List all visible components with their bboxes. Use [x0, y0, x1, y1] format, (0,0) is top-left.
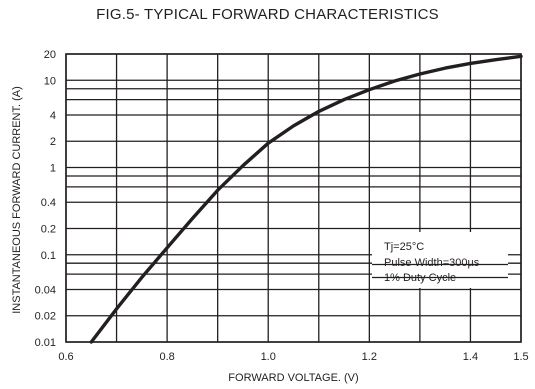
x-tick-label: 0.8 [159, 351, 174, 363]
annotation-line: 1% Duty Cycle [384, 272, 456, 284]
x-tick-label: 0.6 [58, 351, 73, 363]
y-tick-label: 0.2 [41, 223, 56, 235]
y-tick-label: 0.02 [35, 311, 56, 323]
y-tick-label: 10 [44, 75, 56, 87]
x-tick-label: 1.0 [261, 351, 276, 363]
x-tick-label: 1.2 [362, 351, 377, 363]
y-tick-label: 1 [50, 163, 56, 175]
y-tick-label: 0.04 [35, 284, 56, 296]
chart-title: FIG.5- TYPICAL FORWARD CHARACTERISTICS [96, 6, 439, 23]
y-tick-label: 20 [44, 49, 56, 61]
y-tick-label: 0.01 [35, 337, 56, 349]
y-tick-label: 0.4 [41, 197, 56, 209]
annotation-line: Tj=25°C [384, 241, 424, 253]
annotation-line: Pulse Width=300µs [384, 257, 480, 269]
x-axis-label: FORWARD VOLTAGE. (V) [228, 372, 358, 384]
y-axis-label: INSTANTANEOUS FORWARD CURRENT. (A) [11, 86, 23, 314]
plot-frame [65, 53, 522, 343]
forward-current-curve [89, 54, 523, 344]
x-tick-label: 1.5 [513, 351, 528, 363]
y-tick-label: 0.1 [41, 250, 56, 262]
annotation-box [372, 232, 508, 288]
y-tick-label: 4 [50, 110, 56, 122]
y-tick-label: 2 [50, 136, 56, 148]
x-tick-label: 1.4 [463, 351, 478, 363]
